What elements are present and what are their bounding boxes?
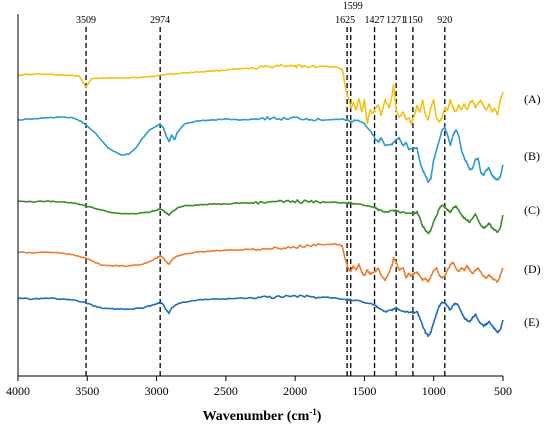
series-line-e (17, 294, 504, 338)
series-line-c (17, 199, 504, 235)
x-axis-title-main: Wavenumber (cm (203, 409, 310, 424)
peak-label-920: 920 (437, 15, 452, 26)
x-tick-label-2000: 2000 (283, 384, 307, 398)
x-tick-label-3000: 3000 (145, 384, 169, 398)
x-axis-title-sup: -1 (309, 407, 317, 417)
x-tick-label-4000: 4000 (6, 384, 30, 398)
x-tick-label-3500: 3500 (75, 384, 99, 398)
spectra (17, 63, 504, 338)
x-tick-label-1500: 1500 (352, 384, 376, 398)
series-label-d: (D) (524, 262, 541, 276)
series-labels: (A) (B) (C) (D) (E) (524, 92, 541, 329)
x-axis-title: Wavenumber (cm-1) (203, 407, 322, 424)
series-line-a (17, 63, 504, 125)
series-label-e: (E) (524, 315, 539, 329)
x-axis-title-tail: ) (317, 409, 322, 424)
x-tick-label-500: 500 (494, 384, 512, 398)
peak-label-1427: 1427 (365, 15, 385, 26)
x-tick-label-1000: 1000 (422, 384, 446, 398)
peak-label-2974: 2974 (150, 15, 170, 26)
peak-label-3509: 3509 (76, 15, 96, 26)
series-line-b (17, 115, 504, 184)
series-line-d (17, 242, 504, 283)
peak-label-1625: 1625 (335, 15, 355, 26)
series-label-a: (A) (524, 92, 541, 106)
x-tick-label-2500: 2500 (214, 384, 238, 398)
peak-label-1150: 1150 (403, 15, 423, 26)
peak-label-1599: 1599 (343, 1, 363, 12)
series-label-b: (B) (524, 149, 540, 163)
series-label-c: (C) (524, 203, 540, 217)
x-axis: 4000 3500 3000 2500 2000 1500 1000 500 (6, 14, 512, 398)
peak-label-1271: 1271 (386, 15, 406, 26)
